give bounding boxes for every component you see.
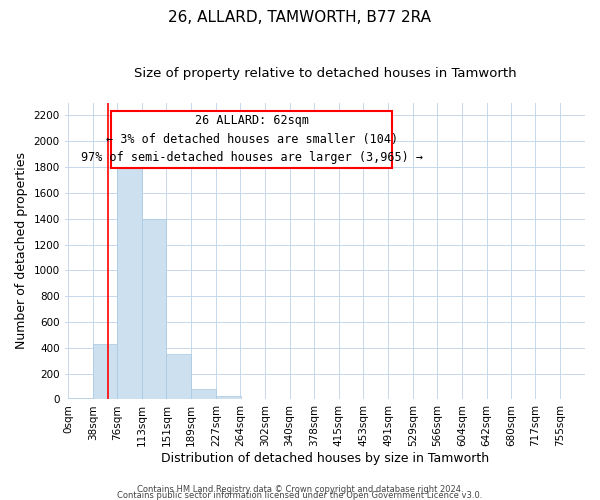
- Text: Contains public sector information licensed under the Open Government Licence v3: Contains public sector information licen…: [118, 490, 482, 500]
- Bar: [240, 399, 265, 400]
- X-axis label: Distribution of detached houses by size in Tamworth: Distribution of detached houses by size …: [161, 452, 489, 465]
- FancyBboxPatch shape: [112, 112, 392, 168]
- Bar: [68, 398, 93, 400]
- Bar: [166, 354, 191, 400]
- Y-axis label: Number of detached properties: Number of detached properties: [15, 152, 28, 350]
- Bar: [118, 167, 142, 400]
- Text: 26 ALLARD: 62sqm
← 3% of detached houses are smaller (104)
97% of semi-detached : 26 ALLARD: 62sqm ← 3% of detached houses…: [81, 114, 423, 164]
- Bar: [142, 218, 166, 400]
- Bar: [191, 389, 216, 400]
- Bar: [93, 344, 118, 400]
- Bar: [216, 396, 241, 400]
- Text: Contains HM Land Registry data © Crown copyright and database right 2024.: Contains HM Land Registry data © Crown c…: [137, 484, 463, 494]
- Text: 26, ALLARD, TAMWORTH, B77 2RA: 26, ALLARD, TAMWORTH, B77 2RA: [169, 10, 431, 25]
- Title: Size of property relative to detached houses in Tamworth: Size of property relative to detached ho…: [134, 68, 516, 80]
